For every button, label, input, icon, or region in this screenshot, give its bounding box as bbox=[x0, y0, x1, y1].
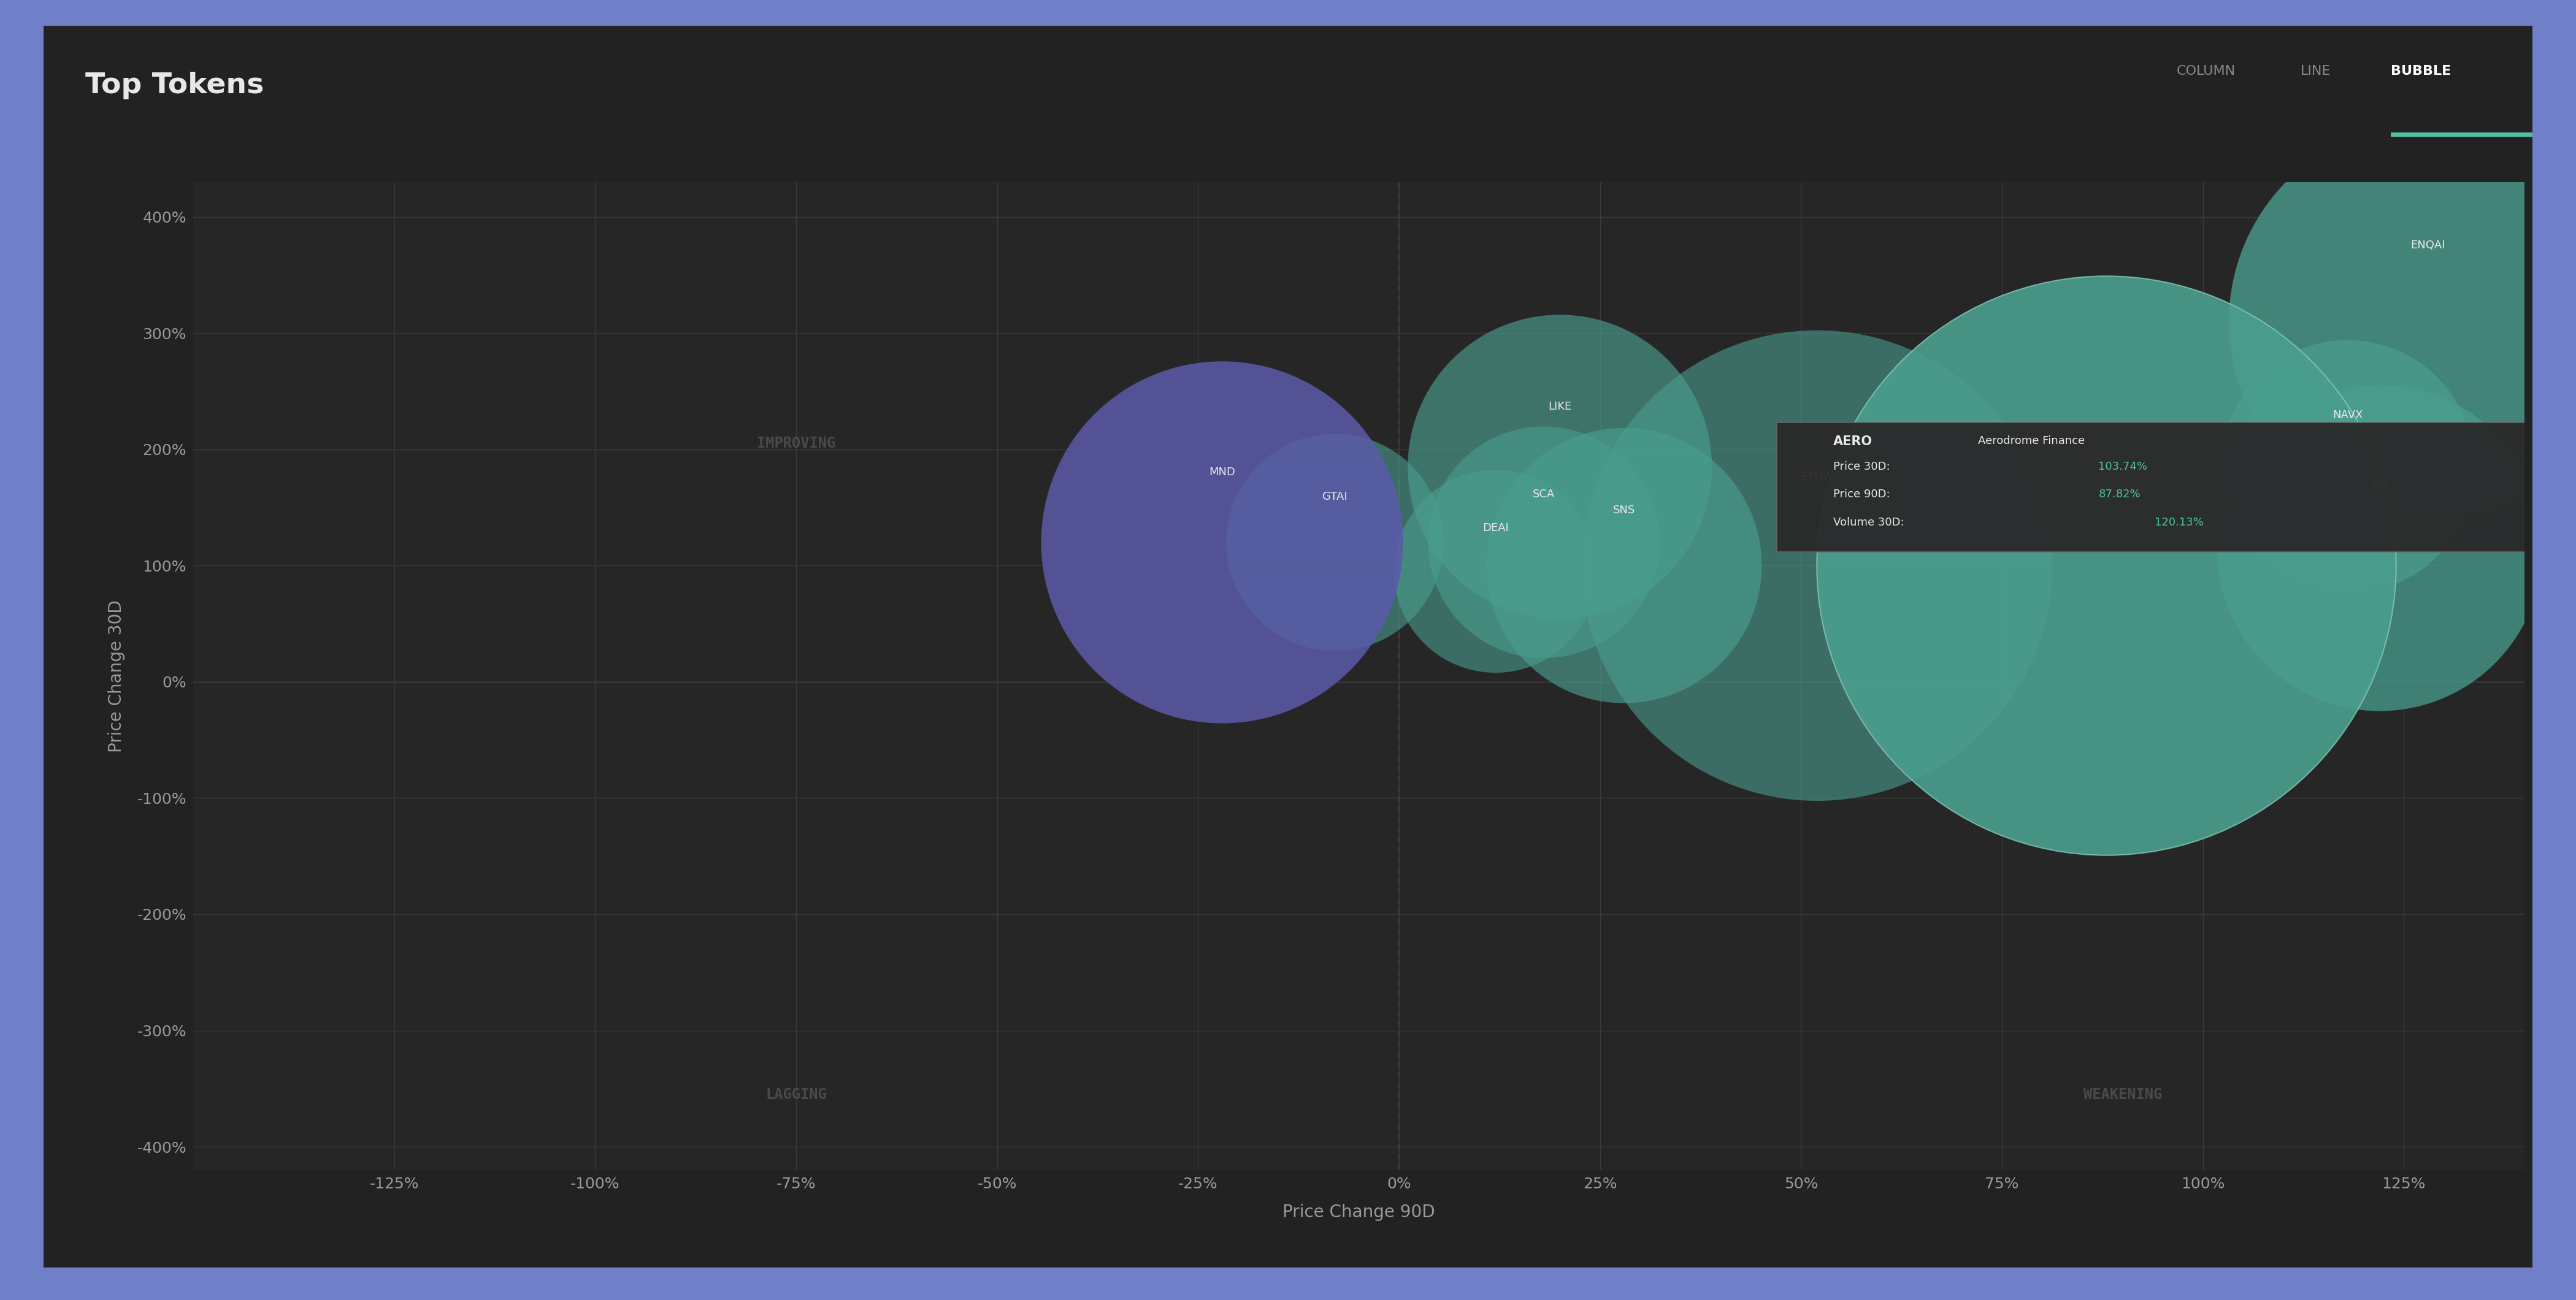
Text: MND: MND bbox=[1208, 467, 1236, 478]
Text: 103.74%: 103.74% bbox=[2099, 461, 2148, 472]
Point bbox=[2326, 456, 2367, 477]
Text: Aerodrome Finance: Aerodrome Finance bbox=[1978, 436, 2084, 446]
Text: IMPROVING: IMPROVING bbox=[757, 437, 835, 451]
Text: LIKE: LIKE bbox=[1548, 400, 1571, 412]
Text: SCA: SCA bbox=[1533, 489, 1556, 499]
FancyBboxPatch shape bbox=[1777, 422, 2576, 551]
Text: Volume 30D:: Volume 30D: bbox=[1834, 517, 1909, 528]
X-axis label: Price Change 90D: Price Change 90D bbox=[1283, 1204, 1435, 1221]
Y-axis label: Price Change 30D: Price Change 30D bbox=[108, 599, 126, 753]
Point bbox=[1795, 555, 1837, 576]
Text: LINE: LINE bbox=[2300, 65, 2331, 77]
Point bbox=[2087, 555, 2128, 576]
Text: SUI: SUI bbox=[2370, 478, 2388, 490]
Text: Top Tokens: Top Tokens bbox=[85, 72, 263, 99]
Text: ENQAI: ENQAI bbox=[2411, 239, 2445, 251]
Text: COLUMN: COLUMN bbox=[2177, 65, 2236, 77]
Text: GTAI: GTAI bbox=[1321, 491, 1347, 502]
Text: NAVX: NAVX bbox=[2331, 409, 2362, 421]
Text: DEAI: DEAI bbox=[1481, 523, 1510, 534]
Text: BUBBLE: BUBBLE bbox=[2391, 65, 2450, 77]
Point bbox=[1200, 532, 1242, 552]
Point bbox=[2409, 311, 2450, 332]
Text: 87.82%: 87.82% bbox=[2099, 489, 2141, 500]
Text: AERO: AERO bbox=[2092, 454, 2123, 464]
Text: SNS: SNS bbox=[1613, 504, 1636, 516]
Point bbox=[2087, 555, 2128, 576]
Point bbox=[1540, 456, 1582, 477]
Text: WEAKENING: WEAKENING bbox=[2084, 1087, 2161, 1102]
Point bbox=[1522, 532, 1564, 552]
Point bbox=[1602, 555, 1643, 576]
Point bbox=[2360, 538, 2401, 559]
Text: 120.13%: 120.13% bbox=[2154, 517, 2202, 528]
Text: LAGGING: LAGGING bbox=[765, 1087, 827, 1102]
Text: ETHW: ETHW bbox=[1801, 472, 1834, 482]
Point bbox=[1314, 532, 1355, 552]
Point bbox=[1476, 562, 1517, 582]
Text: AERO: AERO bbox=[1834, 436, 1873, 447]
Text: Price 30D:: Price 30D: bbox=[1834, 461, 1893, 472]
Text: Price 90D:: Price 90D: bbox=[1834, 489, 1893, 500]
